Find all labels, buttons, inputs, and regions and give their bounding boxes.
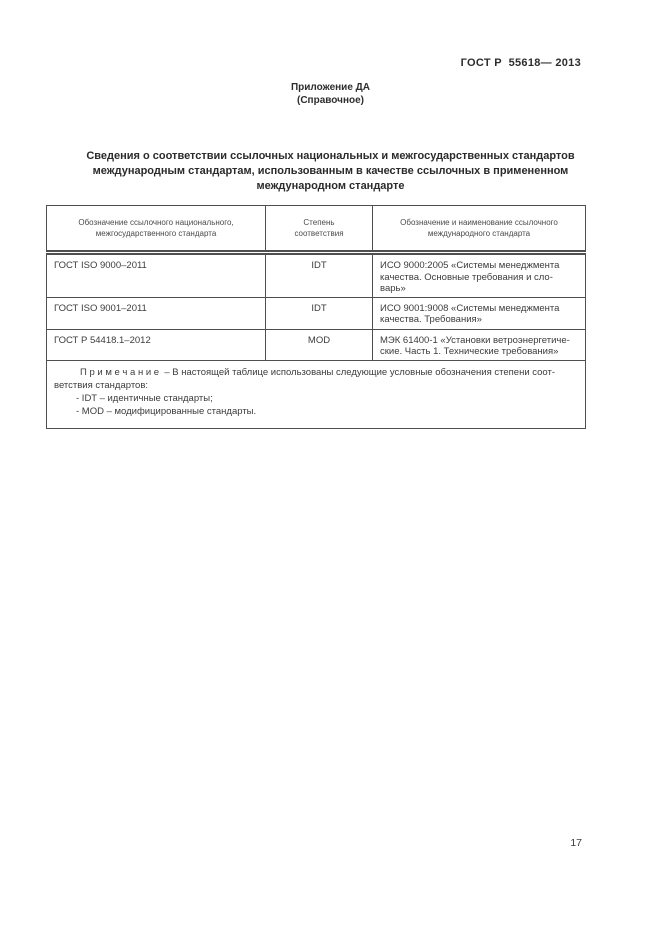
page-number: 17	[570, 837, 582, 849]
cell-national-standard: ГОСТ Р 54418.1–2012	[46, 328, 266, 361]
section-title: Сведения о соответствии ссылочных национ…	[86, 150, 575, 192]
note-intro-line-2: ветствия стандартов:	[54, 379, 149, 391]
cell-degree: IDT	[265, 296, 373, 330]
table-row: ГОСТ Р 54418.1–2012 MOD МЭК 61400-1 «Уст…	[46, 328, 586, 361]
column-header-international-standard: Обозначение и наименование ссылочного ме…	[372, 205, 586, 255]
column-header-degree: Степень соответствия	[265, 205, 373, 255]
cell-international-standard: ИСО 9000:2005 «Системы менеджмента качес…	[372, 252, 586, 298]
cell-international-standard: ИСО 9001:9008 «Системы менеджмента качес…	[372, 296, 586, 330]
note-item-idt: - IDT – идентичные стандарты;	[76, 392, 213, 404]
running-header-document-code: ГОСТ Р 55618— 2013	[460, 57, 581, 69]
appendix-subtitle: (Справочное)	[297, 95, 364, 106]
column-header-national-standard: Обозначение ссылочного национального, ме…	[46, 205, 266, 255]
table-header-row: Обозначение ссылочного национального, ме…	[46, 205, 586, 255]
appendix-title: Приложение ДА	[290, 82, 371, 93]
note-intro-line-1: П р и м е ч а н и е – В настоящей таблиц…	[80, 366, 555, 378]
table-row: ГОСТ ISO 9001–2011 IDT ИСО 9001:9008 «Си…	[46, 296, 586, 330]
table-note-cell: П р и м е ч а н и е – В настоящей таблиц…	[46, 359, 586, 429]
cell-national-standard: ГОСТ ISO 9000–2011	[46, 252, 266, 298]
cell-degree: IDT	[265, 252, 373, 298]
appendix-heading: Приложение ДА (Справочное)	[0, 81, 661, 107]
table-row: ГОСТ ISO 9000–2011 IDT ИСО 9000:2005 «Си…	[46, 252, 586, 298]
table-note-row: П р и м е ч а н и е – В настоящей таблиц…	[46, 359, 586, 429]
cell-international-standard: МЭК 61400-1 «Установки ветроэнергетиче- …	[372, 328, 586, 361]
note-item-mod: - MOD – модифицированные стандарты.	[76, 405, 257, 417]
cell-national-standard: ГОСТ ISO 9001–2011	[46, 296, 266, 330]
cell-degree: MOD	[265, 328, 373, 361]
standards-correspondence-table: Обозначение ссылочного национального, ме…	[46, 205, 586, 429]
